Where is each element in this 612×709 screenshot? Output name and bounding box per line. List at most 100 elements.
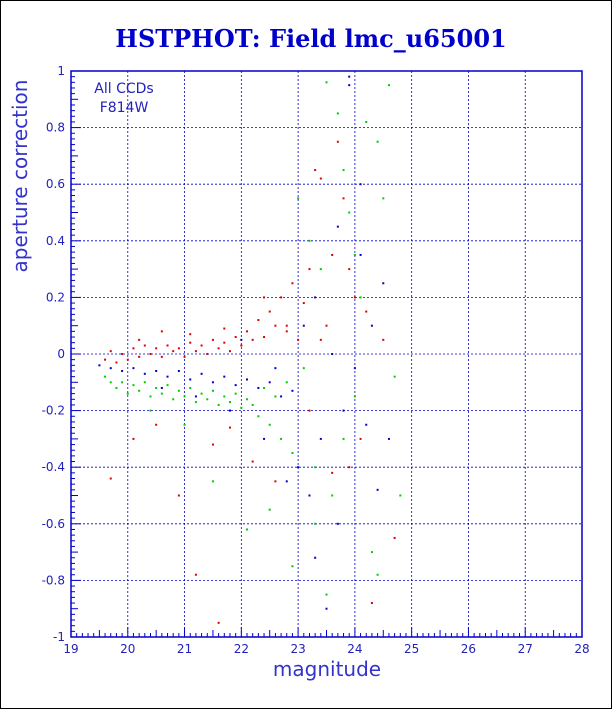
data-point	[302, 324, 305, 327]
data-point	[370, 324, 373, 327]
data-point	[257, 386, 260, 389]
data-point	[155, 347, 158, 350]
data-point	[314, 169, 317, 172]
data-point	[121, 369, 124, 372]
data-point	[268, 508, 271, 511]
data-point	[387, 437, 390, 440]
data-point	[132, 347, 135, 350]
data-point	[376, 573, 379, 576]
data-point	[240, 344, 243, 347]
data-point	[143, 381, 146, 384]
x-tick-label: 20	[120, 642, 135, 656]
data-point	[257, 319, 260, 322]
y-tick-label: 0.8	[46, 121, 65, 135]
data-point	[189, 341, 192, 344]
data-point	[336, 522, 339, 525]
data-point	[382, 197, 385, 200]
x-tick-label: 24	[347, 642, 362, 656]
data-point	[387, 84, 390, 87]
data-point	[160, 355, 163, 358]
data-point	[172, 398, 175, 401]
data-point	[348, 84, 351, 87]
data-point	[211, 389, 214, 392]
data-point	[160, 330, 163, 333]
data-point	[382, 282, 385, 285]
data-point	[183, 395, 186, 398]
data-point	[223, 395, 226, 398]
data-point	[285, 330, 288, 333]
data-point	[308, 494, 311, 497]
data-point	[325, 81, 328, 84]
data-point	[121, 381, 124, 384]
data-point	[211, 480, 214, 483]
data-point	[274, 367, 277, 370]
data-point	[331, 494, 334, 497]
data-point	[336, 112, 339, 115]
data-point	[138, 355, 141, 358]
y-tick-label: -1	[53, 630, 65, 644]
data-point	[285, 381, 288, 384]
data-point	[257, 415, 260, 418]
data-point	[342, 169, 345, 172]
data-point	[223, 327, 226, 330]
data-point	[285, 324, 288, 327]
data-point	[251, 338, 254, 341]
data-point	[98, 364, 101, 367]
data-point	[331, 253, 334, 256]
data-point	[115, 386, 118, 389]
grid	[71, 71, 582, 637]
data-point	[297, 197, 300, 200]
x-tick-label: 21	[177, 642, 192, 656]
data-point	[308, 239, 311, 242]
data-point	[268, 310, 271, 313]
data-point	[336, 140, 339, 143]
data-point	[365, 120, 368, 123]
data-point	[143, 344, 146, 347]
data-point	[126, 392, 129, 395]
data-point	[291, 282, 294, 285]
data-point	[382, 338, 385, 341]
data-point	[348, 268, 351, 271]
data-point	[138, 338, 141, 341]
annotation-filter: F814W	[100, 100, 149, 116]
data-point	[359, 183, 362, 186]
data-point	[228, 409, 231, 412]
data-point	[228, 426, 231, 429]
data-point	[217, 621, 220, 624]
data-point	[342, 437, 345, 440]
y-axis-label: aperture correction	[8, 80, 32, 273]
y-tick-label: 1	[57, 64, 65, 78]
data-point	[189, 378, 192, 381]
data-point	[126, 358, 129, 361]
x-tick-label: 27	[518, 642, 533, 656]
data-point	[268, 423, 271, 426]
y-tick-label: -0.8	[42, 573, 65, 587]
data-point	[342, 197, 345, 200]
data-point	[177, 369, 180, 372]
data-points	[98, 75, 402, 624]
data-point	[109, 350, 112, 353]
x-axis-label: magnitude	[273, 657, 381, 681]
data-point	[291, 565, 294, 568]
data-point	[160, 386, 163, 389]
data-point	[353, 296, 356, 299]
y-tick-labels: -1 -0.8 -0.6 -0.4 -0.2 0 0.2 0.4 0.6 0.8 1	[42, 64, 65, 644]
data-point	[155, 369, 158, 372]
data-point	[234, 336, 237, 339]
data-point	[149, 395, 152, 398]
data-point	[308, 268, 311, 271]
data-point	[200, 372, 203, 375]
x-tick-label: 22	[234, 642, 249, 656]
data-point	[359, 296, 362, 299]
data-point	[246, 528, 249, 531]
data-point	[206, 353, 209, 355]
x-tick-label: 26	[461, 642, 476, 656]
data-point	[223, 341, 226, 344]
data-point	[211, 381, 214, 384]
data-point	[280, 296, 283, 299]
data-point	[285, 480, 288, 483]
data-point	[280, 437, 283, 440]
data-point	[359, 437, 362, 440]
